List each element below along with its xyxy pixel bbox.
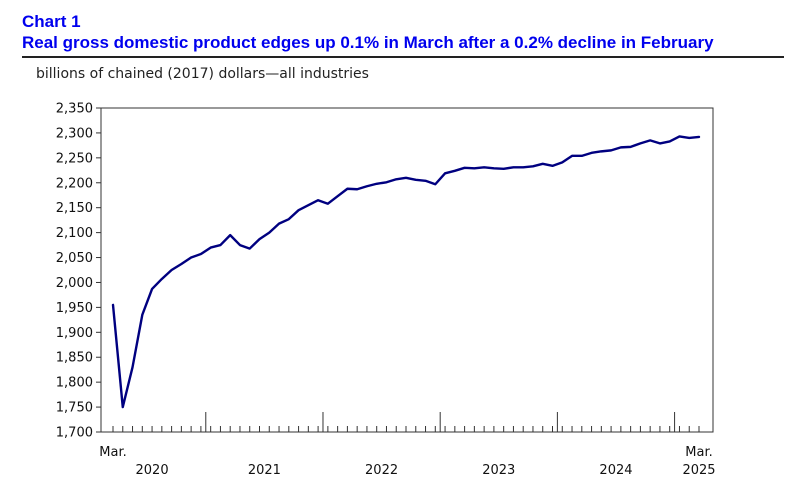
data-point bbox=[561, 161, 563, 163]
data-point bbox=[229, 234, 231, 236]
data-point bbox=[542, 163, 544, 165]
data-point bbox=[678, 135, 680, 137]
data-point bbox=[376, 183, 378, 185]
data-point bbox=[112, 304, 114, 306]
data-point bbox=[463, 167, 465, 169]
data-point bbox=[239, 244, 241, 246]
data-point bbox=[385, 181, 387, 183]
chart-label: Chart 1 bbox=[22, 12, 81, 31]
data-point bbox=[424, 180, 426, 182]
data-point bbox=[141, 314, 143, 316]
plot-frame bbox=[100, 107, 714, 433]
data-point bbox=[698, 136, 700, 138]
data-points bbox=[112, 135, 700, 408]
data-point bbox=[170, 269, 172, 271]
y-tick-label: 2,100 bbox=[56, 226, 93, 241]
data-point bbox=[639, 142, 641, 144]
data-point bbox=[581, 155, 583, 157]
data-point bbox=[161, 278, 163, 280]
data-point bbox=[629, 146, 631, 148]
data-point bbox=[600, 150, 602, 152]
chart-title: Real gross domestic product edges up 0.1… bbox=[22, 33, 714, 52]
y-tick-label: 2,000 bbox=[56, 276, 93, 291]
data-point bbox=[131, 366, 133, 368]
title-divider bbox=[22, 56, 784, 58]
data-point bbox=[258, 238, 260, 240]
data-point bbox=[297, 209, 299, 211]
x-year-label: 2023 bbox=[482, 463, 515, 478]
x-month-label: Mar. bbox=[685, 445, 712, 460]
data-point bbox=[336, 195, 338, 197]
y-tick-label: 1,900 bbox=[56, 326, 93, 341]
data-point bbox=[151, 288, 153, 290]
x-year-label: 2022 bbox=[365, 463, 398, 478]
y-tick-label: 2,050 bbox=[56, 251, 93, 266]
x-month-label: Mar. bbox=[99, 445, 126, 460]
data-point bbox=[317, 199, 319, 201]
data-point bbox=[395, 178, 397, 180]
y-tick-label: 1,850 bbox=[56, 351, 93, 366]
x-axis bbox=[112, 412, 700, 432]
y-tick-label: 1,800 bbox=[56, 376, 93, 391]
data-point bbox=[473, 167, 475, 169]
x-axis-labels: Mar. Mar. 2020 2021 2022 2023 2024 2025 bbox=[99, 445, 715, 478]
x-year-label: 2025 bbox=[682, 463, 715, 478]
data-point bbox=[444, 172, 446, 174]
data-point bbox=[180, 263, 182, 265]
y-tick-label: 1,700 bbox=[56, 426, 93, 441]
data-point bbox=[405, 177, 407, 179]
data-point bbox=[415, 179, 417, 181]
data-point bbox=[659, 142, 661, 144]
data-point bbox=[366, 185, 368, 187]
data-point bbox=[590, 152, 592, 154]
data-point bbox=[454, 170, 456, 172]
y-tick-label: 2,200 bbox=[56, 176, 93, 191]
data-point bbox=[307, 204, 309, 206]
data-point bbox=[669, 140, 671, 142]
data-point bbox=[268, 231, 270, 233]
data-point bbox=[209, 246, 211, 248]
data-point bbox=[502, 168, 504, 170]
data-point bbox=[493, 167, 495, 169]
data-point bbox=[434, 183, 436, 185]
x-year-label: 2021 bbox=[248, 463, 281, 478]
data-point bbox=[278, 222, 280, 224]
data-point bbox=[346, 188, 348, 190]
data-point bbox=[512, 166, 514, 168]
data-point bbox=[610, 149, 612, 151]
y-tick-label: 2,300 bbox=[56, 126, 93, 141]
data-point bbox=[122, 406, 124, 408]
data-point bbox=[219, 244, 221, 246]
y-tick-label: 1,950 bbox=[56, 301, 93, 316]
data-point bbox=[522, 166, 524, 168]
data-point bbox=[571, 155, 573, 157]
data-point bbox=[200, 253, 202, 255]
y-axis-unit-label: billions of chained (2017) dollars—all i… bbox=[36, 66, 369, 82]
data-point bbox=[483, 166, 485, 168]
data-point bbox=[190, 256, 192, 258]
data-point bbox=[288, 218, 290, 220]
x-year-label: 2020 bbox=[136, 463, 169, 478]
gdp-series-line bbox=[111, 135, 701, 409]
data-point bbox=[532, 165, 534, 167]
data-point bbox=[551, 165, 553, 167]
y-tick-label: 2,250 bbox=[56, 151, 93, 166]
x-year-label: 2024 bbox=[599, 463, 632, 478]
data-point bbox=[356, 188, 358, 190]
data-point bbox=[688, 137, 690, 139]
y-tick-label: 1,750 bbox=[56, 401, 93, 416]
data-point bbox=[620, 146, 622, 148]
y-axis: 1,700 1,750 1,800 1,850 1,900 1,950 2,000 2,050… bbox=[56, 102, 101, 441]
y-tick-label: 2,150 bbox=[56, 201, 93, 216]
data-point bbox=[327, 203, 329, 205]
y-tick-label: 2,350 bbox=[56, 102, 93, 117]
data-point bbox=[249, 247, 251, 249]
data-point bbox=[649, 139, 651, 141]
